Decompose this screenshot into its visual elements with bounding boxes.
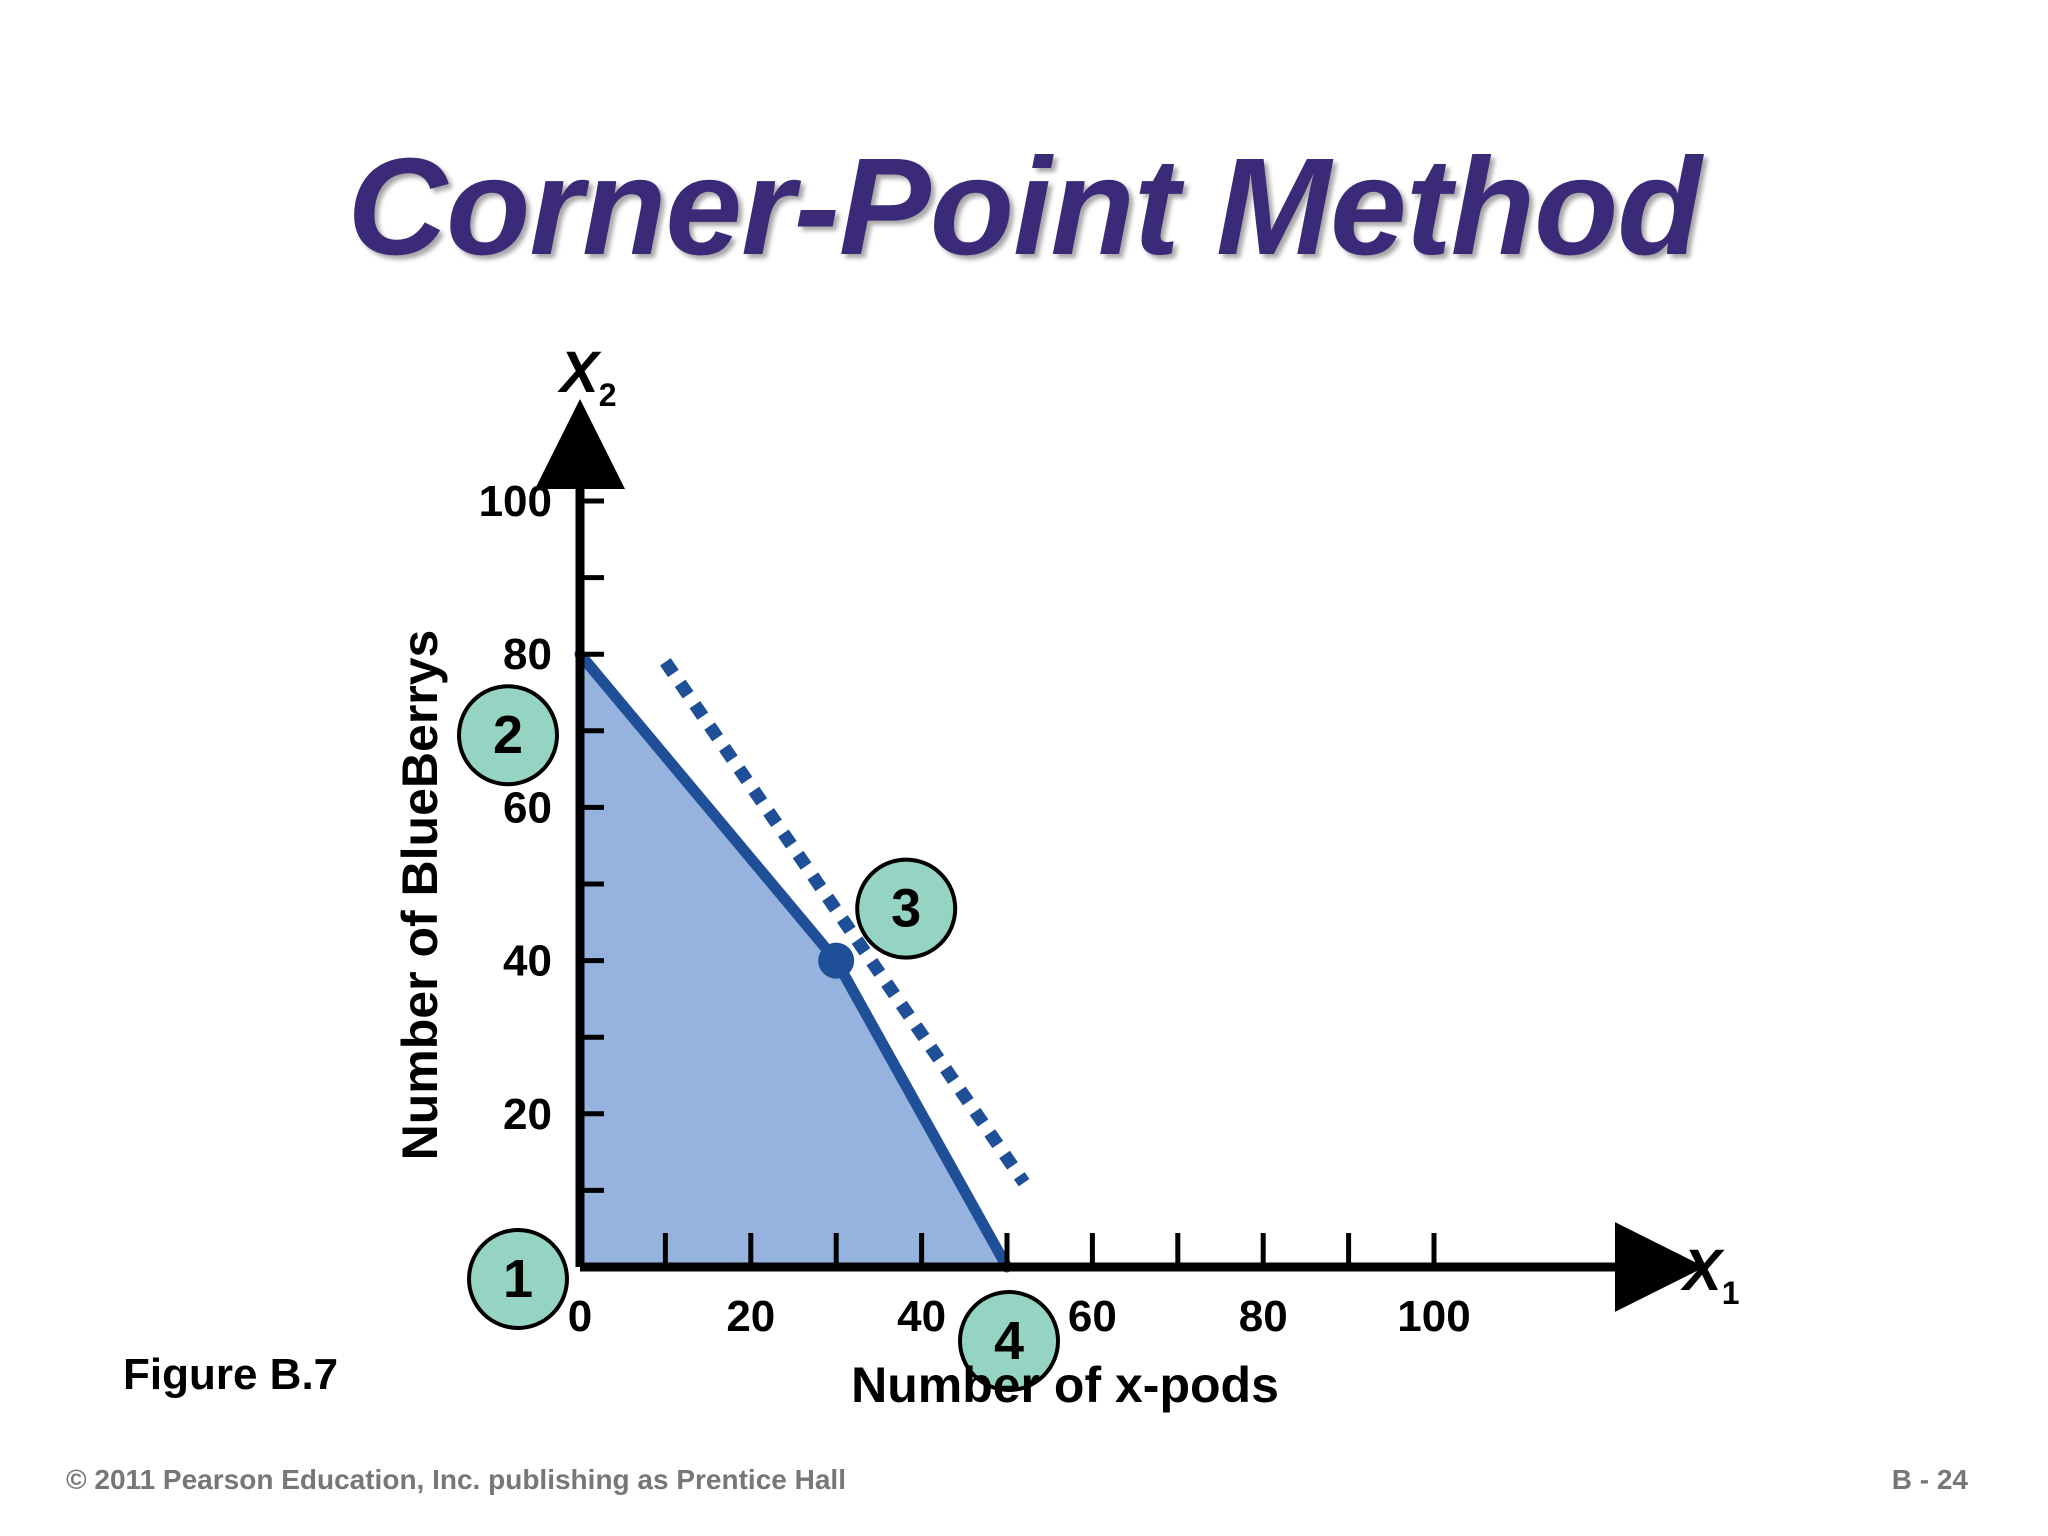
optimal-point: [818, 942, 855, 979]
y-tick-label: 60: [503, 783, 552, 832]
corner-marker-label: 2: [493, 705, 523, 765]
corner-marker-circle: [467, 1228, 569, 1330]
x-tick-label: 60: [1068, 1292, 1117, 1341]
constraint-line-1: [574, 648, 842, 967]
x-tick-label: 20: [726, 1292, 775, 1341]
figure-label: Figure B.7: [123, 1350, 339, 1399]
footer-copyright: © 2011 Pearson Education, Inc. publishin…: [66, 1464, 846, 1495]
corner-marker-circle: [457, 684, 559, 787]
x1-axis-symbol: X1: [1680, 1238, 1739, 1311]
x-tick-label: 0: [568, 1292, 592, 1341]
corner-marker-label: 3: [891, 879, 921, 939]
corner-marker-label: 4: [994, 1311, 1024, 1371]
corner-marker-circle: [855, 857, 958, 960]
corner-marker-2: 2: [457, 684, 559, 787]
y-tick-label: 100: [479, 477, 552, 526]
x-tick-label: 40: [897, 1292, 946, 1341]
feasible-region: [580, 654, 1007, 1267]
corner-marker-1: 1: [467, 1228, 569, 1330]
y-axis-label: Number of BlueBerrys: [392, 630, 448, 1161]
corner-marker-circle: [958, 1290, 1060, 1392]
x-axis-label: Number of x-pods: [851, 1357, 1279, 1413]
corner-marker-3: 3: [855, 857, 958, 960]
y-tick-label: 20: [503, 1090, 552, 1139]
slide-title: Corner-Point Method: [347, 130, 1701, 284]
constraint-line-2: [830, 955, 1013, 1273]
iso-profit-line: [660, 658, 1030, 1187]
y-tick-label: 40: [503, 937, 552, 986]
corner-marker-label: 1: [503, 1249, 533, 1309]
x-tick-label: 80: [1239, 1292, 1288, 1341]
x-tick-label: 100: [1397, 1292, 1470, 1341]
footer-page-number: B - 24: [1891, 1464, 1968, 1495]
y-tick-label: 80: [503, 630, 552, 679]
x2-axis-symbol: X2: [557, 340, 616, 413]
corner-marker-4: 4: [958, 1290, 1060, 1392]
